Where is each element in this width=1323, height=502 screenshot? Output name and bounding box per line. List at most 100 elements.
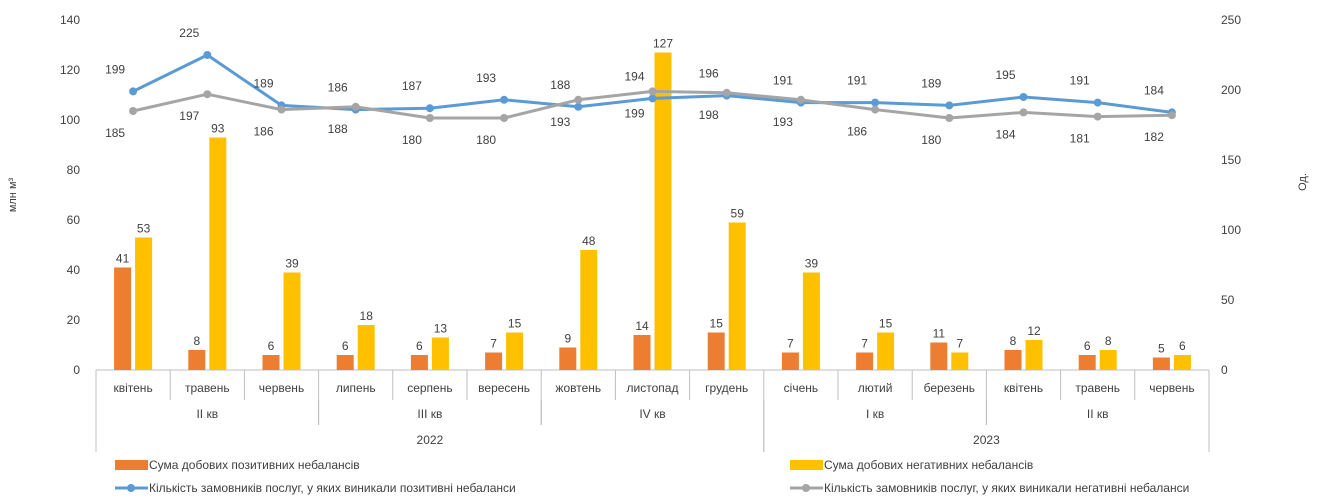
bar-value-label: 39 [805, 257, 819, 271]
bar-value-label: 48 [582, 234, 596, 248]
right-y-axis: 0 50 100 150 200 250 [1221, 13, 1241, 377]
bar-positive [1152, 357, 1170, 370]
bar-positive [336, 355, 354, 370]
line-value-label: 189 [921, 76, 941, 90]
bar-value-label: 7 [956, 337, 963, 351]
month-label: травень [185, 381, 230, 395]
series-point-negative [500, 114, 509, 122]
series-line-positive [132, 53, 1173, 114]
right-tick-label: 250 [1221, 13, 1241, 27]
line-value-label: 180 [476, 133, 496, 147]
bar-positive [856, 352, 874, 370]
month-label: жовтень [555, 381, 601, 395]
bar-value-label: 14 [635, 319, 649, 333]
legend-label: Кількість замовників послуг, у яких вини… [824, 481, 1189, 495]
bar-negative [877, 332, 895, 370]
line-value-label: 187 [402, 79, 422, 93]
line-value-label: 191 [1070, 74, 1090, 88]
quarter-label: II кв [196, 407, 218, 421]
series-point-negative [277, 105, 286, 114]
bar-negative [209, 137, 227, 370]
line-value-label: 191 [847, 74, 867, 88]
bar-value-label: 6 [1084, 339, 1091, 353]
bar-negative [431, 337, 449, 370]
series-point-negative [871, 105, 880, 114]
series-point-negative [1093, 112, 1102, 121]
left-tick-label: 80 [67, 163, 81, 177]
bar-negative [728, 222, 746, 370]
bar-value-label: 59 [731, 207, 745, 221]
line-value-label: 197 [179, 109, 199, 123]
series-point-positive [574, 102, 583, 111]
bar-value-label: 127 [653, 37, 673, 51]
month-label: березень [924, 381, 975, 395]
legend: Сума добових позитивних небалансів Сума д… [115, 458, 1189, 495]
bar-negative [1025, 340, 1043, 370]
bar-value-label: 39 [285, 257, 299, 271]
line-value-label: 195 [995, 68, 1015, 82]
bar-positive [633, 335, 651, 370]
quarter-label: II кв [1087, 407, 1109, 421]
line-value-label: 199 [624, 106, 644, 120]
series-point-negative [796, 95, 805, 104]
bar-negative [135, 237, 153, 370]
month-label: вересень [478, 381, 530, 395]
quarter-label: IV кв [639, 407, 665, 421]
bar-value-label: 8 [1010, 334, 1017, 348]
lines-layer: 199 225 189 186 187 193 188 194 196 191 191 189 195 1… [105, 26, 1176, 147]
line-value-label: 180 [402, 133, 422, 147]
series-point-negative [203, 90, 212, 99]
bar-positive [410, 355, 428, 370]
bar-value-label: 9 [564, 332, 571, 346]
right-tick-label: 100 [1221, 223, 1241, 237]
bar-value-label: 41 [116, 252, 130, 266]
bar-positive [1004, 350, 1022, 370]
series-point-positive [203, 51, 212, 59]
bar-positive [707, 332, 725, 370]
right-tick-label: 150 [1221, 153, 1241, 167]
bar-negative [580, 250, 598, 370]
bar-positive [485, 352, 503, 370]
line-value-label: 188 [550, 78, 570, 92]
line-value-label: 193 [773, 115, 793, 129]
left-tick-label: 0 [73, 363, 80, 377]
line-value-label: 180 [921, 133, 941, 147]
bar-value-label: 8 [1105, 334, 1112, 348]
month-label: серпень [407, 381, 452, 395]
legend-label: Сума добових негативних небалансів [824, 458, 1033, 472]
line-value-label: 184 [995, 127, 1015, 141]
line-value-label: 193 [550, 115, 570, 129]
month-label: квітень [113, 381, 152, 395]
month-label: червень [259, 381, 304, 395]
series-point-negative [1019, 108, 1028, 117]
left-y-axis: 0 20 40 60 80 100 120 140 [60, 13, 80, 377]
bar-value-label: 6 [342, 339, 349, 353]
series-point-positive [871, 98, 880, 107]
line-value-label: 182 [1144, 130, 1164, 144]
bar-value-label: 7 [787, 337, 794, 351]
line-value-label: 199 [105, 62, 125, 76]
legend-label: Сума добових позитивних небалансів [149, 458, 360, 472]
bar-value-label: 15 [710, 317, 724, 331]
legend-swatch [790, 460, 823, 470]
bar-value-label: 12 [1027, 324, 1041, 338]
month-label: лютий [858, 381, 893, 395]
bar-negative [1173, 355, 1191, 370]
bar-value-label: 5 [1158, 342, 1165, 356]
month-label: липень [336, 381, 376, 395]
legend-marker [127, 484, 135, 492]
left-tick-label: 20 [67, 313, 81, 327]
line-value-label: 198 [699, 108, 719, 122]
line-value-label: 225 [179, 26, 199, 40]
bar-value-label: 11 [933, 327, 946, 341]
right-tick-label: 200 [1221, 83, 1241, 97]
bar-negative [283, 272, 301, 370]
series-point-negative [945, 114, 954, 122]
month-label: квітень [1004, 381, 1043, 395]
series-point-negative [1167, 111, 1176, 120]
series-point-positive [648, 94, 657, 103]
series-point-positive [129, 87, 138, 96]
bar-positive [781, 352, 799, 370]
